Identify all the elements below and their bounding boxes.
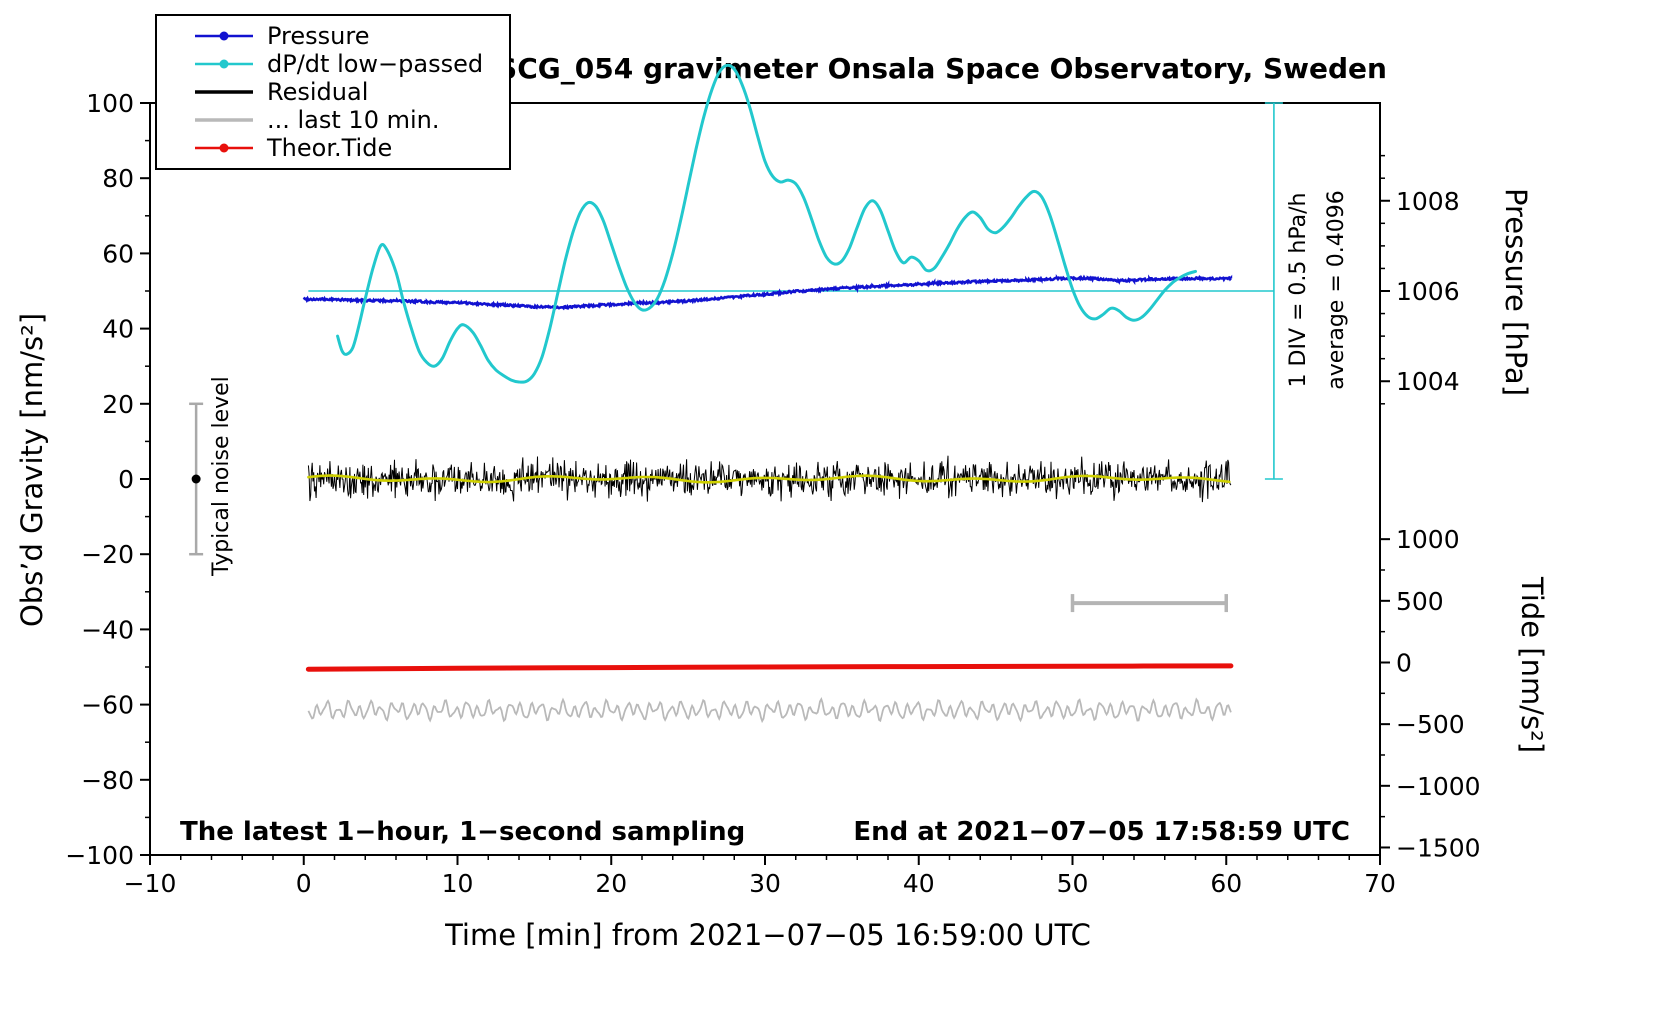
- noise-level-label: Typical noise level: [209, 376, 234, 577]
- legend-item: ... last 10 min.: [195, 106, 509, 134]
- last10min-trace: [307, 696, 1232, 724]
- x-tick-label: 20: [595, 869, 627, 898]
- legend-sample-icon: [195, 59, 253, 69]
- legend-sample-dot: [219, 31, 229, 41]
- chart-title: SCG_054 gravimeter Onsala Space Observat…: [497, 52, 1387, 85]
- legend-sample-dot: [219, 143, 229, 153]
- y-tick-label: 60: [102, 239, 134, 268]
- tide-tick-label: 0: [1396, 648, 1412, 677]
- x-tick-label: −10: [124, 869, 177, 898]
- tide-tick-label: 500: [1396, 587, 1444, 616]
- pressure-trace: [302, 274, 1233, 311]
- pressure-tick-label: 1006: [1396, 277, 1460, 306]
- legend-item: dP/dt low−passed: [195, 50, 509, 78]
- legend-sample-icon: [195, 118, 253, 122]
- sampling-annotation: The latest 1−hour, 1−second sampling: [180, 817, 745, 847]
- tide-tick-label: −1500: [1396, 833, 1481, 862]
- x-axis-label: Time [min] from 2021−07−05 16:59:00 UTC: [444, 918, 1091, 952]
- noise-level-dot: [191, 474, 201, 484]
- y-tick-label: 80: [102, 164, 134, 193]
- y-tick-label: −60: [81, 691, 134, 720]
- legend-item: Theor.Tide: [195, 134, 509, 162]
- y-tick-label: 20: [102, 390, 134, 419]
- residual-lowpassed-trace: [307, 474, 1231, 484]
- x-tick-label: 0: [296, 869, 312, 898]
- legend-label: dP/dt low−passed: [267, 50, 484, 78]
- legend-label: ... last 10 min.: [267, 106, 440, 134]
- x-tick-label: 40: [903, 869, 935, 898]
- y-axis-label-gravity: Obs’d Gravity [nm/s²]: [15, 313, 49, 627]
- x-tick-label: 30: [749, 869, 781, 898]
- y-tick-label: 40: [102, 315, 134, 344]
- end-time-annotation: End at 2021−07−05 17:58:59 UTC: [853, 817, 1350, 847]
- y-axis-label-pressure: Pressure [hPa]: [1499, 188, 1533, 396]
- legend-sample-icon: [195, 90, 253, 94]
- legend-item: Residual: [195, 78, 509, 106]
- y-axis-label-tide: Tide [nm/s²]: [1515, 576, 1549, 753]
- y-tick-label: −20: [81, 540, 134, 569]
- legend-sample-icon: [195, 143, 253, 153]
- pressure-tick-label: 1008: [1396, 187, 1460, 216]
- legend-sample-icon: [195, 31, 253, 41]
- legend-label: Theor.Tide: [267, 134, 393, 162]
- y-tick-label: 0: [118, 465, 134, 494]
- theor-tide-line: [305, 663, 1234, 672]
- legend-label: Pressure: [267, 22, 370, 50]
- tide-tick-label: −500: [1396, 710, 1465, 739]
- x-tick-label: 50: [1057, 869, 1089, 898]
- div-scale-label: 1 DIV = 0.5 hPa/h: [1286, 193, 1311, 388]
- legend-item: Pressure: [195, 22, 509, 50]
- y-tick-label: 100: [86, 89, 134, 118]
- legend-label: Residual: [267, 78, 369, 106]
- average-label: average = 0.4096: [1324, 190, 1349, 389]
- pressure-tick-label: 1004: [1396, 367, 1460, 396]
- dpdt-trace: [336, 63, 1197, 384]
- legend-sample-dot: [219, 59, 229, 69]
- x-tick-label: 60: [1210, 869, 1242, 898]
- y-tick-label: −100: [65, 841, 134, 870]
- x-tick-label: 10: [442, 869, 474, 898]
- tide-tick-label: 1000: [1396, 525, 1460, 554]
- legend: Pressure dP/dt low−passed Residual... last…: [155, 14, 511, 170]
- x-tick-label: 70: [1364, 869, 1396, 898]
- tide-tick-label: −1000: [1396, 772, 1481, 801]
- y-tick-label: −80: [81, 766, 134, 795]
- y-tick-label: −40: [81, 615, 134, 644]
